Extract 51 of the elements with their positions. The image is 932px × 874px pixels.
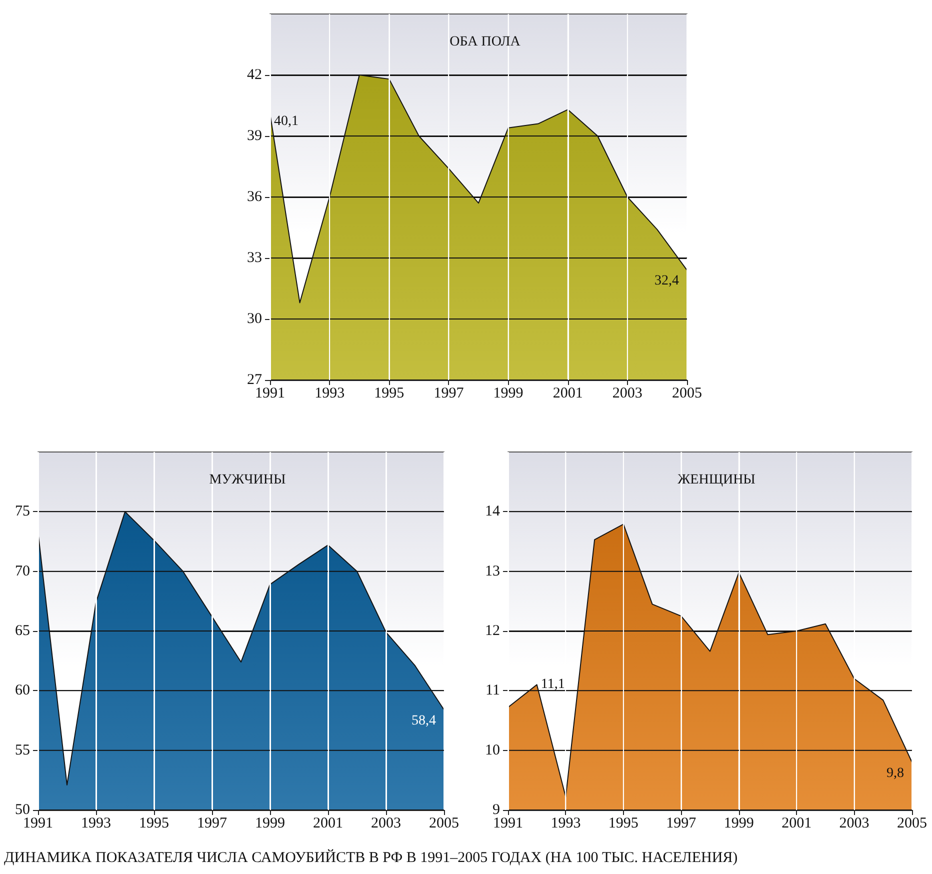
x-tick-label: 1999 [724, 816, 754, 832]
x-tick-label: 1995 [139, 816, 169, 832]
y-tick-label: 39 [247, 128, 262, 144]
data-label: 11,1 [540, 677, 565, 692]
y-tick-label: 60 [15, 682, 30, 699]
x-tick-label: 1993 [314, 386, 345, 402]
text: ЖЕНЩИНЫ [678, 472, 756, 488]
text: МУЖЧИНЫ [209, 472, 286, 488]
y-tick-label: 13 [485, 563, 500, 580]
y-tick-label: 12 [485, 623, 500, 639]
y-tick-label: 10 [485, 742, 500, 758]
x-tick-label: 2001 [552, 386, 583, 402]
x-tick-label: 1999 [493, 386, 524, 402]
x-tick-label: 1991 [493, 816, 523, 832]
data-label: 40,1 [274, 114, 298, 130]
y-tick-label: 36 [247, 189, 262, 205]
y-tick-label: 27 [247, 372, 262, 388]
x-tick-label: 2005 [672, 386, 702, 402]
x-tick-label: 2003 [371, 816, 401, 832]
x-tick-label: 1997 [666, 816, 697, 832]
y-tick-label: 42 [247, 67, 262, 83]
y-tick-label: 14 [485, 504, 500, 520]
x-tick-label: 2005 [429, 816, 459, 832]
text: ОБА ПОЛА [450, 34, 522, 50]
y-tick-label: 55 [15, 742, 30, 758]
x-tick-label: 2001 [782, 816, 812, 832]
data-label: 32,4 [654, 274, 679, 289]
x-tick-label: 1993 [550, 816, 581, 832]
x-tick-label: 1991 [23, 816, 53, 832]
x-tick-label: 2001 [313, 816, 343, 832]
x-tick-label: 1993 [81, 816, 111, 832]
y-tick-label: 11 [486, 682, 500, 699]
x-tick-label: 1999 [255, 816, 285, 832]
y-tick-label: 9 [492, 802, 500, 818]
x-tick-label: 1997 [434, 386, 464, 402]
y-tick-label: 50 [15, 802, 30, 818]
y-tick-label: 33 [247, 250, 262, 266]
x-tick-label: 1997 [197, 816, 228, 832]
y-tick-label: 30 [247, 311, 262, 327]
x-tick-label: 2003 [612, 386, 642, 402]
data-label: 9,8 [886, 766, 904, 781]
x-tick-label: 1991 [255, 386, 285, 402]
data-label: 58,4 [412, 713, 436, 728]
text: ДИНАМИКА ПОКАЗАТЕЛЯ ЧИСЛА САМОУБИЙСТВ В РФ В 1991–2005 ГОДАХ (НА 100 ТЫС. НАСЕЛЕНИЯ) [4, 850, 738, 867]
x-tick-label: 1995 [608, 816, 638, 832]
x-tick-label: 2005 [897, 816, 927, 832]
y-tick-label: 70 [15, 563, 30, 580]
x-tick-label: 2003 [839, 816, 870, 832]
x-tick-label: 1995 [374, 386, 404, 402]
y-tick-label: 75 [15, 504, 30, 520]
y-tick-label: 65 [15, 623, 30, 639]
